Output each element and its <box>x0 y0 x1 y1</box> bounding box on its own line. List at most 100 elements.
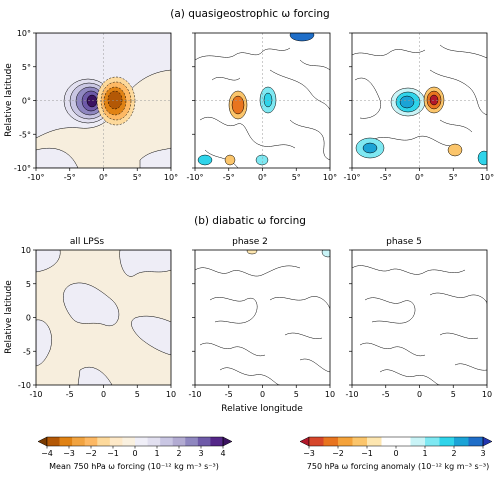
contour-line <box>429 292 487 305</box>
contour-fill-lavender-2 <box>36 147 79 168</box>
contour-fill-lavender <box>131 315 171 356</box>
contour-line <box>209 297 258 324</box>
cbar-mean-swatch <box>84 437 98 446</box>
pos-lobe-5 <box>362 142 378 154</box>
x-tick-label: 0 <box>101 390 106 399</box>
contour-line <box>299 59 330 71</box>
contour-line <box>195 47 291 61</box>
xlabel-b: Relative longitude <box>221 404 303 414</box>
x-tick-label: -5° <box>64 173 76 182</box>
contour-line <box>359 342 426 357</box>
pos-lobe-3 <box>289 33 315 42</box>
x-tick-label: 10° <box>164 173 178 182</box>
contour-line <box>299 358 330 373</box>
x-tick-label: 5 <box>294 390 299 399</box>
cbar-mean-swatch <box>122 437 136 446</box>
x-tick-label: 5° <box>449 173 458 182</box>
row-b-title: (b) diabatic ω forcing <box>194 215 306 227</box>
cbar-anom-swatch <box>309 437 324 446</box>
x-tick-label: 5° <box>133 173 142 182</box>
contour-line <box>439 332 479 339</box>
cbar-anom-tick-label: −3 <box>303 449 315 458</box>
x-tick-label: -10° <box>343 173 360 182</box>
cbar-anom-swatch <box>454 437 469 446</box>
ylabel-b: Relative latitude <box>4 280 14 354</box>
cbar-anom-swatch <box>323 437 339 446</box>
contour-line <box>219 367 281 385</box>
contour-fill-lavender <box>63 282 120 327</box>
contour-fill-lavender <box>119 250 171 277</box>
contour-line <box>354 77 382 119</box>
contour-line <box>352 265 466 275</box>
colorbar-mean-label: Mean 750 hPa ω forcing (10⁻¹² kg m⁻³ s⁻³… <box>49 462 219 471</box>
panel-b3 <box>351 249 488 386</box>
colorbar-anomaly-label: 750 hPa ω forcing anomaly (10⁻¹² kg m⁻³ … <box>307 462 489 471</box>
cbar-mean-tick-label: 3 <box>198 449 203 458</box>
x-tick-label: 0 <box>417 390 422 399</box>
contour-line <box>289 119 330 161</box>
contour-line <box>379 369 441 385</box>
x-tick-label: 0 <box>260 390 265 399</box>
cbar-mean-swatch <box>47 437 60 446</box>
cbar-anom-swatch <box>338 437 353 446</box>
y-tick-label: 10° <box>17 29 31 38</box>
cbar-anom-swatch <box>468 437 484 446</box>
x-tick-label: -10 <box>29 390 42 399</box>
cbar-mean-swatch <box>185 437 199 446</box>
pos-lobe-1 <box>321 250 330 258</box>
x-tick-label: 10 <box>166 390 176 399</box>
x-tick-label: 10 <box>325 390 335 399</box>
neg-lobe-4 <box>447 143 463 157</box>
x-tick-label: 0° <box>258 173 267 182</box>
cbar-mean-tick-label: −4 <box>41 449 53 458</box>
pos-lobe-3 <box>399 95 415 109</box>
cbar-mean-swatch <box>97 437 111 446</box>
cbar-mean-tick-label: 4 <box>220 449 225 458</box>
x-tick-label: 10 <box>482 390 492 399</box>
cbar-anom-swatch <box>396 437 411 446</box>
neg-lobe-2 <box>231 95 245 115</box>
cbar-mean-tick-label: 1 <box>154 449 159 458</box>
cbar-mean-tick-label: −1 <box>107 449 119 458</box>
pos-lobe-2 <box>263 92 273 108</box>
pos-lobe-5 <box>255 154 269 166</box>
cbar-anom-swatch <box>425 437 440 446</box>
cbar-mean-tick-label: −3 <box>63 449 75 458</box>
panel-b3-bg <box>352 250 487 385</box>
panel-b2 <box>194 249 331 386</box>
cbar-anom-swatch <box>381 437 397 446</box>
row-a-title: (a) quasigeostrophic ω forcing <box>170 8 329 20</box>
x-tick-label: -10 <box>345 390 358 399</box>
x-tick-label: -5 <box>382 390 390 399</box>
neg-lobe-3 <box>224 154 236 166</box>
cbar-mean-swatch <box>172 437 186 446</box>
x-tick-label: 10° <box>480 173 494 182</box>
panel-title-b2: phase 2 <box>232 237 268 247</box>
cbar-anom-tick-label: −2 <box>332 449 344 458</box>
x-tick-label: 5 <box>451 390 456 399</box>
pos-lobe-4 <box>197 154 213 166</box>
contour-fill-lavender <box>77 366 113 385</box>
contour-line <box>439 119 473 133</box>
x-tick-label: -10° <box>27 173 44 182</box>
x-tick-label: 10° <box>323 173 337 182</box>
cbar-mean-swatch <box>72 437 86 446</box>
cbar-anom-swatch <box>439 437 455 446</box>
cbar-anom-tick-label: 1 <box>422 449 427 458</box>
y-tick-label: 5 <box>26 280 31 289</box>
cbar-anom-tick-label: −1 <box>361 449 373 458</box>
cbar-anom-swatch <box>352 437 368 446</box>
x-tick-label: -10° <box>186 173 203 182</box>
neg-lobe-3 <box>429 94 439 106</box>
cbar-anom-swatch <box>367 437 382 446</box>
contour-line <box>439 44 487 59</box>
x-tick-label: 0° <box>99 173 108 182</box>
contour-line <box>204 149 239 168</box>
pos-lobe-4 <box>107 90 123 110</box>
cbar-anom-tick-label: 0 <box>393 449 398 458</box>
cbar-mean-tick-label: 2 <box>176 449 181 458</box>
x-tick-label: -10 <box>188 390 201 399</box>
panel-a3 <box>351 32 488 169</box>
contour-line <box>429 69 487 116</box>
x-tick-label: 5 <box>135 390 140 399</box>
